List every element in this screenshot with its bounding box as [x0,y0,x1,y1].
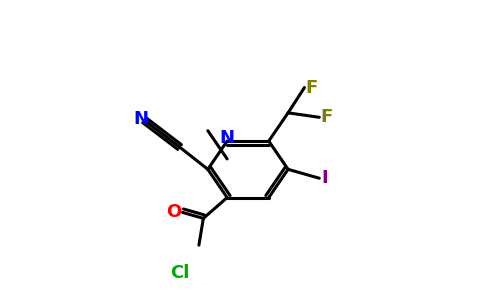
Text: F: F [320,108,333,126]
Text: I: I [321,169,328,187]
Text: Cl: Cl [170,264,189,282]
Text: O: O [166,203,182,221]
Text: N: N [220,129,235,147]
Text: N: N [134,110,149,128]
Text: F: F [306,79,318,97]
